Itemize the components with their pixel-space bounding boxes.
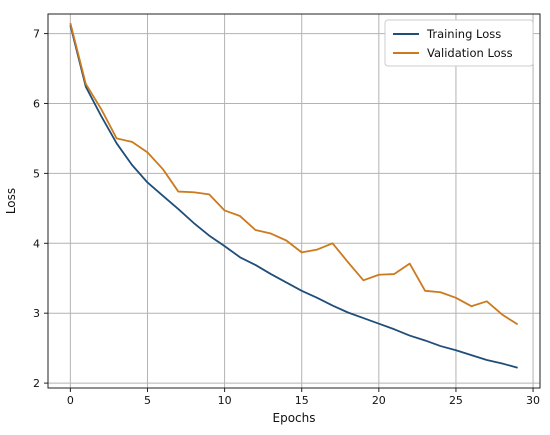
series-line-training-loss [69,24,518,369]
y-tick-label: 7 [33,28,40,41]
y-tick-label: 4 [33,237,40,250]
legend-label-training-loss: Training Loss [426,27,501,41]
series-lines [69,22,519,369]
x-tick-label: 5 [144,394,151,407]
y-tick-label: 2 [33,377,40,390]
axis-ticks: 0 5 10 15 20 25 30 2 3 4 5 6 7 [33,28,540,407]
legend: Training Loss Validation Loss [384,19,534,67]
x-tick-label: 30 [526,394,540,407]
plot-area-frame [47,13,541,389]
x-tick-label: 0 [67,394,74,407]
x-tick-label: 15 [295,394,309,407]
x-tick-label: 10 [218,394,232,407]
x-axis-title: Epochs [273,411,316,425]
x-tick-label: 20 [372,394,386,407]
legend-box [384,19,534,67]
y-tick-label: 3 [33,307,40,320]
y-axis-title: Loss [4,188,18,214]
x-tick-label: 25 [449,394,463,407]
y-tick-label: 5 [33,167,40,180]
grid-lines [48,14,540,388]
series-line-validation-loss [69,22,519,326]
y-tick-label: 6 [33,97,40,110]
legend-label-validation-loss: Validation Loss [427,46,513,60]
